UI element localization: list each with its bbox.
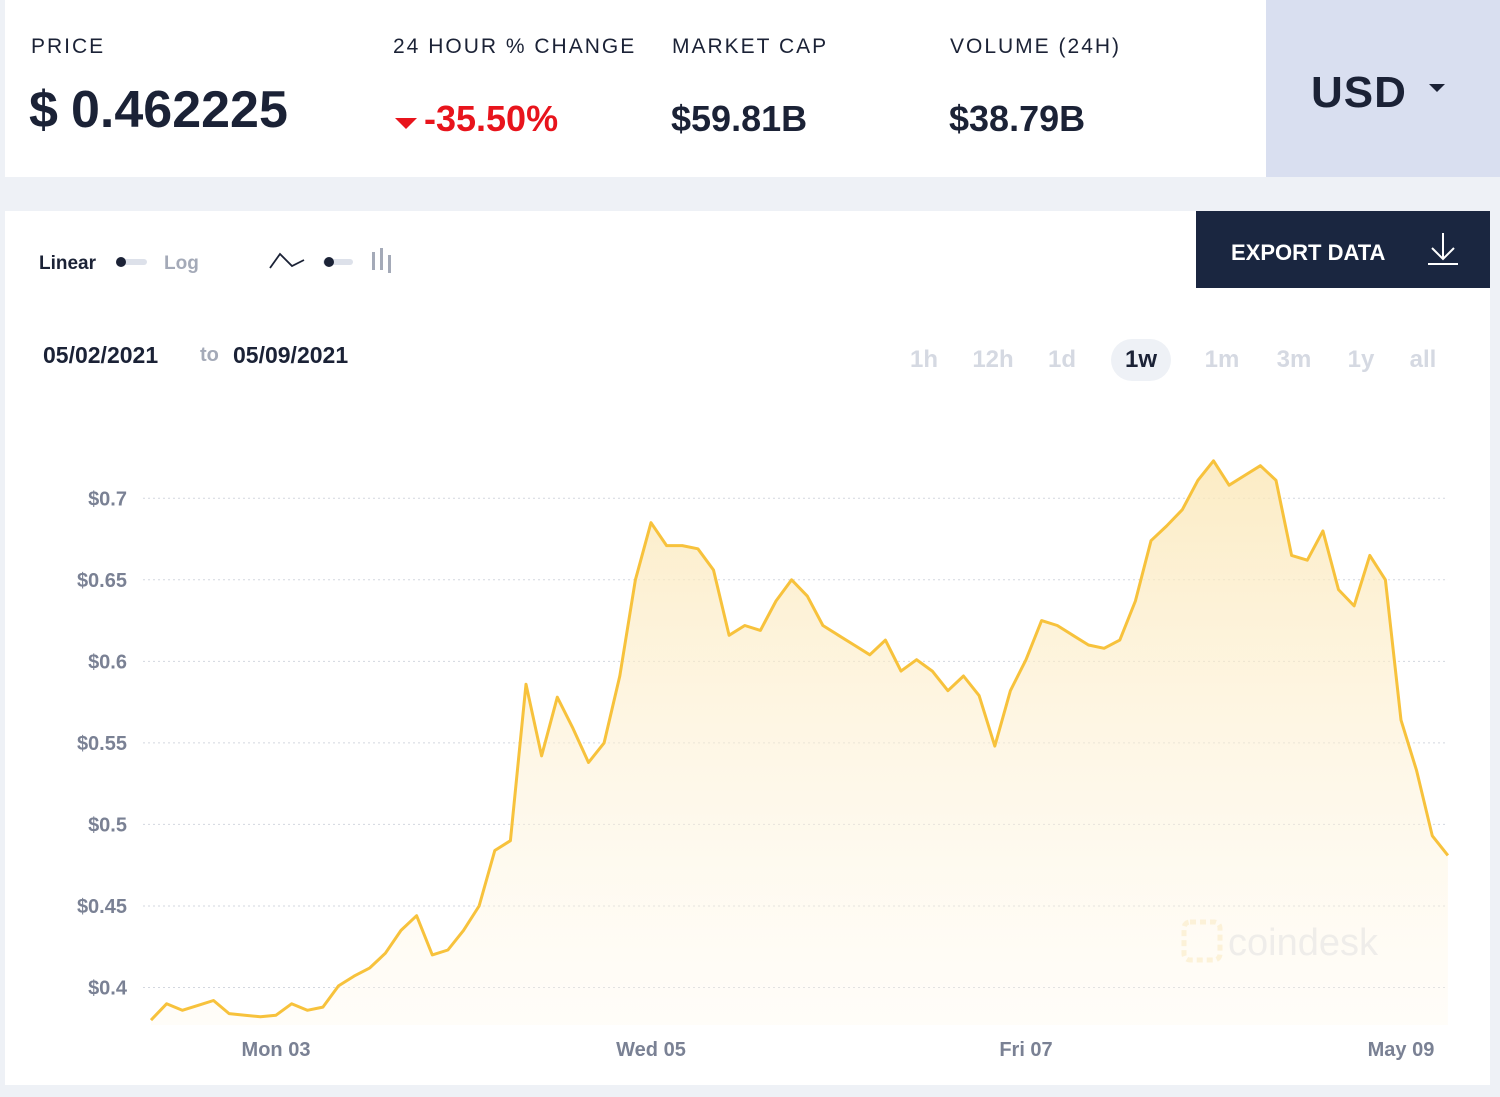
x-tick-label: May 09 bbox=[1368, 1039, 1435, 1061]
market-cap-value: $59.81B bbox=[671, 98, 808, 139]
area-fill bbox=[151, 460, 1448, 1025]
export-text: EXPORT DATA bbox=[1231, 240, 1386, 265]
date-to: 05/09/2021 bbox=[233, 342, 349, 368]
currency-text: USD bbox=[1311, 68, 1407, 117]
caret-icon bbox=[1429, 84, 1445, 92]
range-button[interactable]: 1y bbox=[1347, 346, 1375, 373]
price-value: 0.462225 bbox=[71, 81, 288, 139]
y-tick-label: $0.6 bbox=[88, 651, 127, 673]
range-button[interactable]: 1m bbox=[1204, 346, 1240, 373]
chart-type-toggle[interactable] bbox=[268, 248, 398, 276]
y-tick-label: $0.4 bbox=[88, 977, 128, 999]
x-tick-label: Wed 05 bbox=[616, 1039, 686, 1061]
stat-label: 24 HOUR % CHANGE bbox=[393, 35, 637, 58]
y-tick-label: $0.45 bbox=[77, 896, 127, 918]
down-arrow-icon bbox=[395, 118, 417, 129]
price-currency: $ bbox=[29, 81, 58, 139]
y-tick-label: $0.5 bbox=[88, 814, 127, 836]
y-tick-label: $0.65 bbox=[77, 570, 127, 592]
stat-label: MARKET CAP bbox=[672, 35, 829, 58]
scale-toggle[interactable] bbox=[113, 254, 149, 270]
x-tick-label: Mon 03 bbox=[242, 1039, 311, 1061]
download-icon bbox=[1428, 233, 1458, 265]
range-button[interactable]: all bbox=[1409, 346, 1437, 373]
volume-value: $38.79B bbox=[949, 98, 1086, 139]
date-separator: to bbox=[200, 344, 219, 366]
stats-card bbox=[5, 0, 1266, 177]
export-button[interactable]: EXPORT DATA bbox=[1196, 211, 1490, 288]
price-line bbox=[149, 459, 1450, 1022]
range-button[interactable]: 1d bbox=[1047, 346, 1076, 373]
date-from: 05/02/2021 bbox=[43, 342, 159, 368]
currency-selector[interactable]: USD bbox=[1266, 0, 1500, 177]
range-button[interactable]: 3m bbox=[1276, 346, 1312, 373]
range-button[interactable]: 1w bbox=[1111, 339, 1171, 381]
change-value: -35.50% bbox=[424, 98, 559, 139]
stat-label: PRICE bbox=[31, 35, 106, 58]
scale-option[interactable]: Log bbox=[164, 253, 199, 274]
x-tick-label: Fri 07 bbox=[999, 1039, 1052, 1061]
scale-option[interactable]: Linear bbox=[39, 253, 97, 274]
y-tick-label: $0.7 bbox=[88, 488, 127, 510]
stat-label: VOLUME (24H) bbox=[950, 35, 1122, 58]
range-button[interactable]: 12h bbox=[972, 346, 1014, 373]
range-button[interactable]: 1h bbox=[909, 346, 938, 373]
y-tick-label: $0.55 bbox=[77, 733, 127, 755]
